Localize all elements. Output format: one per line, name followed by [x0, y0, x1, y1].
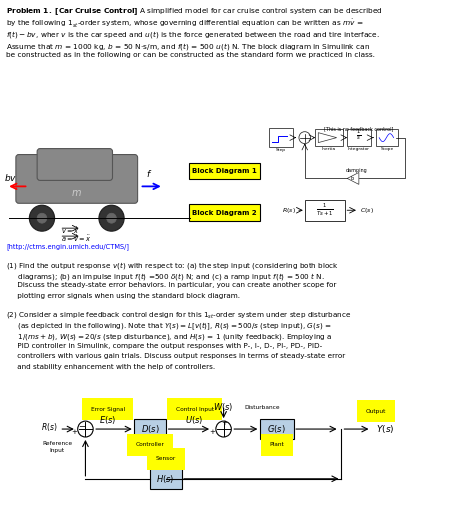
Text: b: b — [351, 176, 354, 181]
Text: Plant: Plant — [269, 442, 284, 447]
Text: Scope: Scope — [380, 146, 393, 151]
Text: Block Diagram 1: Block Diagram 1 — [192, 168, 257, 174]
Text: $m$: $m$ — [71, 188, 82, 198]
Text: $\frac{1}{Ts+1}$: $\frac{1}{Ts+1}$ — [316, 202, 334, 218]
Text: $R(s)$: $R(s)$ — [282, 206, 295, 215]
Text: (as depicted in the following). Note that $Y(s) = L[v(t)]$, $R(s) = 500/s$ (step: (as depicted in the following). Note tha… — [6, 321, 332, 332]
Text: Inertia: Inertia — [322, 146, 336, 151]
Text: $a = \dot{v} = \ddot{x}$: $a = \dot{v} = \ddot{x}$ — [61, 233, 91, 244]
Text: $-$: $-$ — [79, 420, 87, 429]
Polygon shape — [318, 133, 337, 143]
Circle shape — [299, 132, 310, 143]
Text: Error Signal: Error Signal — [91, 407, 125, 412]
Text: +: + — [71, 429, 77, 435]
Text: $G(s)$: $G(s)$ — [267, 423, 286, 435]
Circle shape — [29, 205, 55, 231]
Text: Disturbance: Disturbance — [245, 404, 281, 410]
Text: controllers with various gain trials. Discuss output responses in terms of stead: controllers with various gain trials. Di… — [6, 353, 346, 359]
Text: damping: damping — [346, 168, 368, 174]
FancyBboxPatch shape — [260, 419, 294, 439]
Text: Step: Step — [275, 147, 286, 152]
Circle shape — [78, 421, 93, 437]
Circle shape — [37, 213, 47, 223]
Text: $bv$: $bv$ — [4, 173, 18, 183]
Polygon shape — [347, 173, 359, 184]
Text: be constructed as in the following or can be constructed as the standard form we: be constructed as in the following or ca… — [6, 52, 375, 58]
FancyBboxPatch shape — [315, 129, 343, 146]
Text: +: + — [222, 420, 228, 426]
FancyBboxPatch shape — [16, 155, 137, 203]
Text: and stability enhancement with the help of controllers.: and stability enhancement with the help … — [6, 365, 215, 370]
FancyBboxPatch shape — [134, 419, 166, 439]
Text: $E(s)$: $E(s)$ — [99, 414, 117, 426]
Text: $W(s)$: $W(s)$ — [213, 401, 234, 413]
Circle shape — [99, 205, 124, 231]
FancyBboxPatch shape — [376, 129, 398, 146]
Text: Input: Input — [50, 448, 65, 453]
Text: (1) Find the output response $v(t)$ with respect to: (a) the step input (conside: (1) Find the output response $v(t)$ with… — [6, 260, 339, 271]
Text: $v = \dot{x}$: $v = \dot{x}$ — [61, 225, 79, 236]
Text: Block Diagram 2: Block Diagram 2 — [192, 210, 257, 216]
Circle shape — [107, 213, 116, 223]
Text: Reference: Reference — [42, 441, 73, 446]
FancyBboxPatch shape — [189, 204, 260, 221]
FancyBboxPatch shape — [150, 468, 182, 489]
Text: Integrator: Integrator — [348, 146, 370, 151]
FancyBboxPatch shape — [347, 129, 371, 146]
Text: [This is no feedback control]: [This is no feedback control] — [324, 126, 393, 132]
Text: $Y(s)$: $Y(s)$ — [376, 423, 395, 435]
Text: $1/(ms + b)$, $W(s) = 20/s$ (step disturbance), and $H(s)$ = 1 (unity feedback).: $1/(ms + b)$, $W(s) = 20/s$ (step distur… — [6, 332, 333, 342]
Text: (2) Consider a simple feedback control design for this 1$_{st}$-order system und: (2) Consider a simple feedback control d… — [6, 310, 352, 319]
Text: Control Input: Control Input — [175, 407, 214, 412]
Text: [http://ctms.engin.umich.edu/CTMS/]: [http://ctms.engin.umich.edu/CTMS/] — [6, 243, 129, 250]
Text: $f$: $f$ — [146, 168, 153, 179]
Text: +: + — [209, 429, 215, 435]
Text: $R(s)$: $R(s)$ — [41, 421, 57, 433]
Text: diagrams); (b) an impulse input $f(t)$ =500 $\delta(t)$ N; and (c) a ramp input : diagrams); (b) an impulse input $f(t)$ =… — [6, 271, 325, 282]
FancyBboxPatch shape — [189, 162, 260, 179]
Circle shape — [216, 421, 231, 437]
Text: Assume that $m$ = 1000 kg, $b$ = 50 N$\cdot$s/m, and $f(t)$ = 500 $u(t)$ N. The : Assume that $m$ = 1000 kg, $b$ = 50 N$\c… — [6, 40, 370, 52]
FancyBboxPatch shape — [269, 128, 292, 147]
Text: $H(s)$: $H(s)$ — [156, 473, 175, 485]
Text: Controller: Controller — [136, 442, 164, 447]
Text: $f(t) - bv$, wher $v$ is the car speed and $u(t)$ is the force generated between: $f(t) - bv$, wher $v$ is the car speed a… — [6, 29, 380, 40]
Text: Sensor: Sensor — [155, 456, 176, 461]
Text: $D(s)$: $D(s)$ — [141, 423, 159, 435]
Text: $U(s)$: $U(s)$ — [185, 414, 204, 426]
FancyBboxPatch shape — [37, 148, 112, 180]
Text: PID controller in Simulink, compare the output responses with P-, I-, D-, PI-, P: PID controller in Simulink, compare the … — [6, 343, 322, 349]
FancyBboxPatch shape — [305, 200, 345, 221]
Text: Output: Output — [366, 409, 386, 414]
Text: plotting error signals when using the standard block diagram.: plotting error signals when using the st… — [6, 293, 240, 299]
Text: $\frac{1}{s}$: $\frac{1}{s}$ — [356, 127, 362, 142]
Text: by the following 1$_{st}$-order system, whose governing differential equation ca: by the following 1$_{st}$-order system, … — [6, 18, 364, 30]
Text: Discuss the steady-state error behaviors. In particular, you can create another : Discuss the steady-state error behaviors… — [6, 282, 337, 288]
Text: $C(s)$: $C(s)$ — [360, 206, 374, 215]
Text: $\bf{Problem\ 1.\ [Car\ Cruise\ Control]}$ A simplified model for car cruise con: $\bf{Problem\ 1.\ [Car\ Cruise\ Control]… — [6, 6, 383, 17]
